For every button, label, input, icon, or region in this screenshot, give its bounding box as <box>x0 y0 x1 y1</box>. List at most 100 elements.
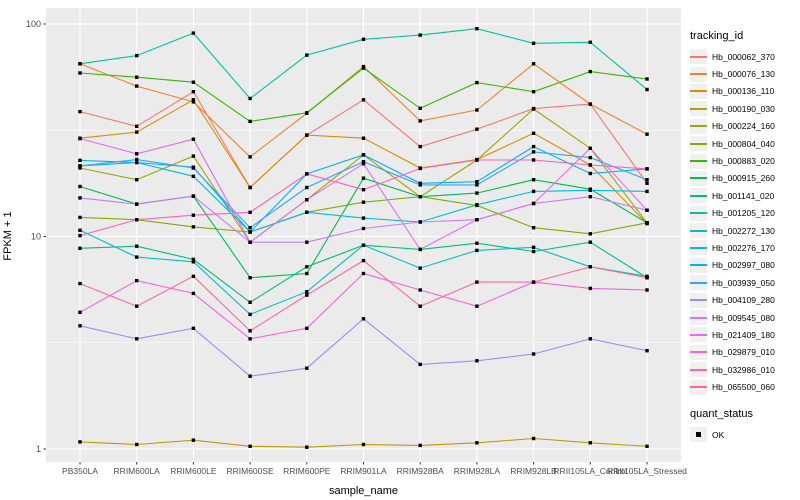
data-point <box>135 304 139 308</box>
legend-key-swatch <box>690 427 707 442</box>
data-point <box>135 75 139 79</box>
x-tick-label: RRIM901LA <box>340 466 387 476</box>
data-point <box>475 127 479 131</box>
data-point <box>531 144 536 149</box>
data-point <box>361 162 366 166</box>
data-point <box>78 109 82 114</box>
data-point <box>78 164 82 168</box>
data-point <box>135 202 139 206</box>
y-tick-label: 100 <box>26 19 41 29</box>
data-point <box>305 210 309 214</box>
legend-line-icon <box>690 299 707 302</box>
data-point <box>475 359 479 363</box>
legend-item-label: Hb_000190_030 <box>712 103 775 114</box>
data-point <box>191 174 196 178</box>
data-point <box>191 80 196 84</box>
legend-item: Hb_009545_080 <box>690 309 798 326</box>
legend-item-label: Hb_032986_010 <box>712 364 775 375</box>
legend-item: Hb_000076_130 <box>690 65 798 82</box>
legend-key-swatch <box>690 49 707 65</box>
data-point <box>248 185 252 190</box>
data-point <box>418 166 422 171</box>
data-point <box>135 53 139 58</box>
data-point <box>191 225 196 229</box>
legend-item: Hb_000804_040 <box>690 135 798 152</box>
data-point <box>531 436 536 441</box>
data-point <box>305 265 309 269</box>
legend-item-label: Hb_001141_020 <box>712 190 775 201</box>
legend-item: Hb_065500_060 <box>690 378 798 395</box>
legend-line-icon <box>690 212 707 215</box>
data-point <box>531 249 536 254</box>
data-point <box>645 208 649 212</box>
data-point <box>305 445 309 449</box>
data-point <box>361 37 366 41</box>
data-point <box>191 213 196 217</box>
data-point <box>135 442 139 447</box>
legend-line-icon <box>690 55 707 58</box>
legend-item-label: Hb_000224_160 <box>712 121 775 132</box>
legend-item-label: Hb_000062_370 <box>712 51 775 62</box>
data-point <box>475 180 479 184</box>
data-point <box>588 337 592 341</box>
data-point <box>78 166 82 170</box>
data-point <box>361 153 366 157</box>
x-tick-label: RRIM928BA <box>397 466 445 476</box>
x-tick-label: RRII105LA_Control <box>553 466 627 476</box>
data-point <box>135 130 139 134</box>
data-point <box>475 203 479 207</box>
data-point <box>361 258 366 263</box>
data-point <box>305 240 309 244</box>
data-point <box>248 155 252 159</box>
legend-item: Hb_000915_260 <box>690 170 798 187</box>
legend-item: Hb_029879_010 <box>690 344 798 361</box>
legend-item: Hb_002276_170 <box>690 239 798 256</box>
data-point <box>361 216 366 220</box>
data-point <box>361 243 366 247</box>
legend-item-label: Hb_000076_130 <box>712 69 775 80</box>
legend-item-label: Hb_003939_050 <box>712 277 775 288</box>
data-point <box>248 329 252 333</box>
data-point <box>191 154 196 158</box>
legend-line-icon <box>690 90 707 93</box>
x-axis-title: sample_name <box>328 485 399 497</box>
legend-item: Hb_000062_370 <box>690 48 798 65</box>
legend-item-label: OK <box>712 429 725 440</box>
data-point <box>305 271 309 276</box>
data-point <box>645 444 649 448</box>
data-point <box>135 84 139 88</box>
legend-key-swatch <box>690 310 707 326</box>
data-point <box>191 100 196 104</box>
data-point <box>135 337 139 341</box>
data-point <box>531 226 536 230</box>
legend-key-swatch <box>690 344 707 360</box>
legend-item-label: Hb_021409_180 <box>712 329 775 340</box>
data-point <box>645 276 649 280</box>
legend-item: Hb_004109_280 <box>690 291 798 308</box>
data-point <box>78 281 82 286</box>
data-point <box>531 158 536 162</box>
data-point <box>475 241 479 245</box>
data-point <box>475 248 479 253</box>
data-point <box>361 188 366 192</box>
data-point <box>305 133 309 137</box>
data-point <box>361 160 366 164</box>
legend-line-icon <box>690 125 707 128</box>
legend: tracking_id Hb_000062_370 Hb_000076_130 Hb… <box>690 30 798 443</box>
data-point <box>135 178 139 182</box>
legend-line-icon <box>690 194 707 197</box>
data-point <box>475 218 479 222</box>
data-point <box>305 198 309 202</box>
legend-key-swatch <box>690 170 707 186</box>
data-point <box>135 160 139 165</box>
data-point <box>78 215 82 220</box>
data-point <box>475 183 479 187</box>
data-point <box>361 176 366 180</box>
data-point <box>588 195 592 199</box>
legend-line-icon <box>690 246 707 249</box>
legend-item: Hb_021409_180 <box>690 326 798 343</box>
legend-item-label: Hb_001205_120 <box>712 208 775 219</box>
data-point <box>645 167 649 171</box>
legend-item-label: Hb_000136_110 <box>712 86 775 97</box>
data-point <box>588 163 592 167</box>
